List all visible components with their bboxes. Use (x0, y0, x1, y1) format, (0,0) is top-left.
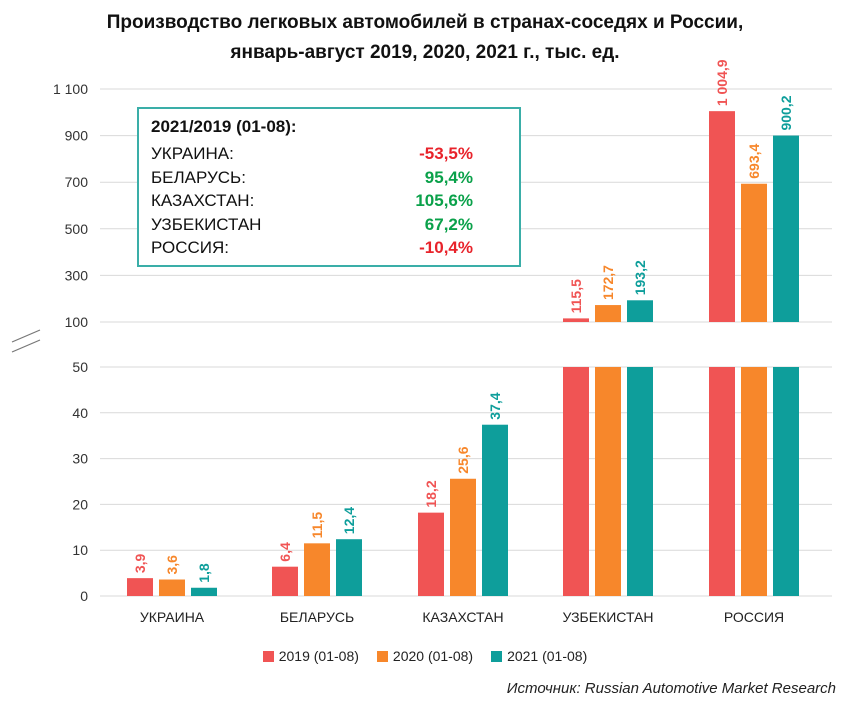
x-category-label: УЗБЕКИСТАН (563, 609, 654, 625)
summary-title: 2021/2019 (01-08): (151, 117, 297, 136)
bar-lower-segment (563, 367, 589, 596)
data-label: 115,5 (568, 279, 584, 313)
data-label: 900,2 (778, 95, 794, 130)
y-tick-label: 0 (80, 588, 88, 604)
bar (127, 578, 153, 596)
data-label: 6,4 (277, 542, 293, 562)
bar (304, 543, 330, 596)
bar (709, 111, 735, 323)
legend-item: 2021 (01-08) (491, 648, 587, 664)
legend-item: 2020 (01-08) (376, 648, 474, 664)
bar-lower-segment (595, 367, 621, 596)
x-category-label: КАЗАХСТАН (422, 609, 503, 625)
axis-break-mark (11, 339, 41, 353)
data-label: 1,8 (196, 563, 212, 583)
summary-country: БЕЛАРУСЬ: (151, 167, 246, 187)
legend-swatch (376, 650, 388, 662)
bar (191, 587, 217, 596)
bar-lower-segment (709, 367, 735, 596)
y-tick-label: 40 (72, 405, 88, 421)
legend-item: 2019 (01-08) (262, 648, 359, 664)
chart-title-line-2: январь-август 2019, 2020, 2021 г., тыс. … (230, 42, 620, 63)
x-category-label: УКРАИНА (140, 609, 205, 625)
data-label: 1 004,9 (714, 59, 730, 106)
summary-box: 2021/2019 (01-08): УКРАИНА: -53,5% БЕЛАРУС… (137, 107, 521, 267)
bar (773, 135, 799, 322)
summary-row: БЕЛАРУСЬ: 95,4% (151, 168, 473, 192)
y-tick-label: 500 (65, 221, 89, 237)
data-label: 693,4 (746, 143, 762, 178)
chart-title-line-1: Производство легковых автомобилей в стра… (106, 12, 744, 33)
bar (627, 300, 653, 322)
x-category-label: БЕЛАРУСЬ (280, 609, 354, 625)
source-note: Источник: Russian Automotive Market Rese… (506, 680, 836, 697)
chart-legend: 2019 (01-08) 2020 (01-08) 2021 (01-08) (0, 648, 850, 664)
summary-country: УЗБЕКИСТАН (151, 214, 262, 234)
data-label: 25,6 (455, 446, 471, 473)
y-tick-label: 100 (65, 314, 89, 330)
data-label: 3,9 (132, 553, 148, 573)
summary-percent: -53,5% (419, 144, 473, 163)
data-label: 37,4 (487, 392, 503, 419)
legend-label: 2020 (01-08) (392, 648, 474, 664)
bar (336, 539, 362, 596)
data-label: 3,6 (164, 555, 180, 575)
data-label: 11,5 (309, 512, 325, 539)
y-tick-label: 30 (72, 451, 88, 467)
summary-percent: 95,4% (424, 167, 473, 187)
summary-row: УЗБЕКИСТАН 67,2% (151, 215, 473, 239)
data-label: 172,7 (600, 265, 616, 300)
bar-lower-segment (773, 367, 799, 596)
y-tick-label: 1 100 (53, 81, 88, 97)
y-tick-label: 50 (72, 359, 88, 375)
bar (418, 512, 444, 596)
summary-country: УКРАИНА: (151, 144, 234, 163)
x-category-label: РОССИЯ (724, 609, 784, 625)
axis-break-mark (11, 329, 41, 343)
y-tick-label: 900 (65, 128, 89, 144)
bar-lower-segment (627, 367, 653, 596)
summary-row: КАЗАХСТАН: 105,6% (151, 191, 473, 215)
bar (482, 424, 508, 596)
legend-swatch (491, 650, 503, 662)
summary-row: УКРАИНА: -53,5% (151, 144, 473, 168)
y-tick-label: 300 (65, 267, 89, 283)
legend-label: 2021 (01-08) (507, 648, 588, 664)
bar (595, 305, 621, 322)
data-label: 193,2 (632, 260, 648, 295)
data-label: 12,4 (341, 507, 357, 534)
summary-row: РОССИЯ: -10,4% (151, 238, 473, 262)
bar (563, 318, 589, 322)
legend-swatch (262, 650, 274, 662)
summary-percent: 105,6% (415, 191, 473, 210)
bar-lower-segment (741, 367, 767, 596)
summary-percent: -10,4% (419, 238, 473, 257)
summary-percent: 67,2% (424, 214, 473, 234)
data-label: 18,2 (423, 480, 439, 507)
summary-country: РОССИЯ: (151, 238, 229, 257)
bar (159, 579, 185, 596)
summary-country: КАЗАХСТАН: (151, 191, 255, 210)
legend-label: 2019 (01-08) (278, 648, 359, 664)
bar (272, 566, 298, 596)
y-tick-label: 10 (72, 542, 88, 558)
y-tick-label: 700 (65, 174, 89, 190)
chart-title: Производство легковых автомобилей в стра… (0, 8, 850, 68)
bar (741, 183, 767, 322)
bar (450, 478, 476, 596)
y-tick-label: 20 (72, 496, 88, 512)
